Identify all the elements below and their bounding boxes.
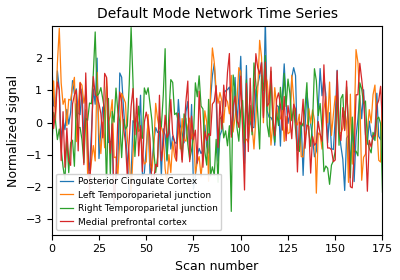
Medial prefrontal cortex <box>240 130 245 133</box>
Right Temporoparietal junction <box>240 99 245 102</box>
Y-axis label: Normalized signal: Normalized signal <box>7 74 20 186</box>
Line: Left Temporoparietal junction: Left Temporoparietal junction <box>52 28 382 195</box>
Right Temporoparietal junction <box>49 147 54 151</box>
Line: Posterior Cingulate Cortex: Posterior Cingulate Cortex <box>52 19 382 207</box>
Line: Right Temporoparietal junction: Right Temporoparietal junction <box>52 28 382 211</box>
Left Temporoparietal junction <box>361 156 366 159</box>
Legend: Posterior Cingulate Cortex, Left Temporoparietal junction, Right Temporoparietal: Posterior Cingulate Cortex, Left Temporo… <box>56 174 221 230</box>
Left Temporoparietal junction <box>163 167 168 171</box>
Right Temporoparietal junction <box>361 102 366 106</box>
Right Temporoparietal junction <box>64 135 69 139</box>
Posterior Cingulate Cortex <box>104 85 109 88</box>
Left Temporoparietal junction <box>380 86 385 89</box>
Posterior Cingulate Cortex <box>78 113 82 116</box>
Left Temporoparietal junction <box>106 120 111 124</box>
X-axis label: Scan number: Scan number <box>176 260 259 273</box>
Medial prefrontal cortex <box>227 52 232 55</box>
Posterior Cingulate Cortex <box>49 57 54 61</box>
Left Temporoparietal junction <box>49 118 54 122</box>
Posterior Cingulate Cortex <box>263 18 268 21</box>
Posterior Cingulate Cortex <box>361 88 366 91</box>
Medial prefrontal cortex <box>49 75 54 79</box>
Left Temporoparietal junction <box>129 193 134 196</box>
Medial prefrontal cortex <box>161 143 166 147</box>
Right Temporoparietal junction <box>380 190 385 194</box>
Posterior Cingulate Cortex <box>161 127 166 130</box>
Medial prefrontal cortex <box>361 95 366 98</box>
Right Temporoparietal junction <box>104 184 109 188</box>
Posterior Cingulate Cortex <box>64 108 69 111</box>
Right Temporoparietal junction <box>78 126 82 129</box>
Left Temporoparietal junction <box>240 123 245 127</box>
Line: Medial prefrontal cortex: Medial prefrontal cortex <box>52 53 382 204</box>
Posterior Cingulate Cortex <box>380 103 385 106</box>
Left Temporoparietal junction <box>66 98 71 101</box>
Medial prefrontal cortex <box>64 127 69 130</box>
Title: Default Mode Network Time Series: Default Mode Network Time Series <box>97 7 338 21</box>
Right Temporoparietal junction <box>129 26 134 29</box>
Right Temporoparietal junction <box>229 210 234 213</box>
Medial prefrontal cortex <box>104 76 109 79</box>
Left Temporoparietal junction <box>80 84 84 87</box>
Right Temporoparietal junction <box>161 94 166 97</box>
Posterior Cingulate Cortex <box>112 206 116 209</box>
Medial prefrontal cortex <box>380 124 385 127</box>
Medial prefrontal cortex <box>78 81 82 85</box>
Medial prefrontal cortex <box>112 202 116 206</box>
Left Temporoparietal junction <box>57 27 62 30</box>
Posterior Cingulate Cortex <box>238 55 243 58</box>
